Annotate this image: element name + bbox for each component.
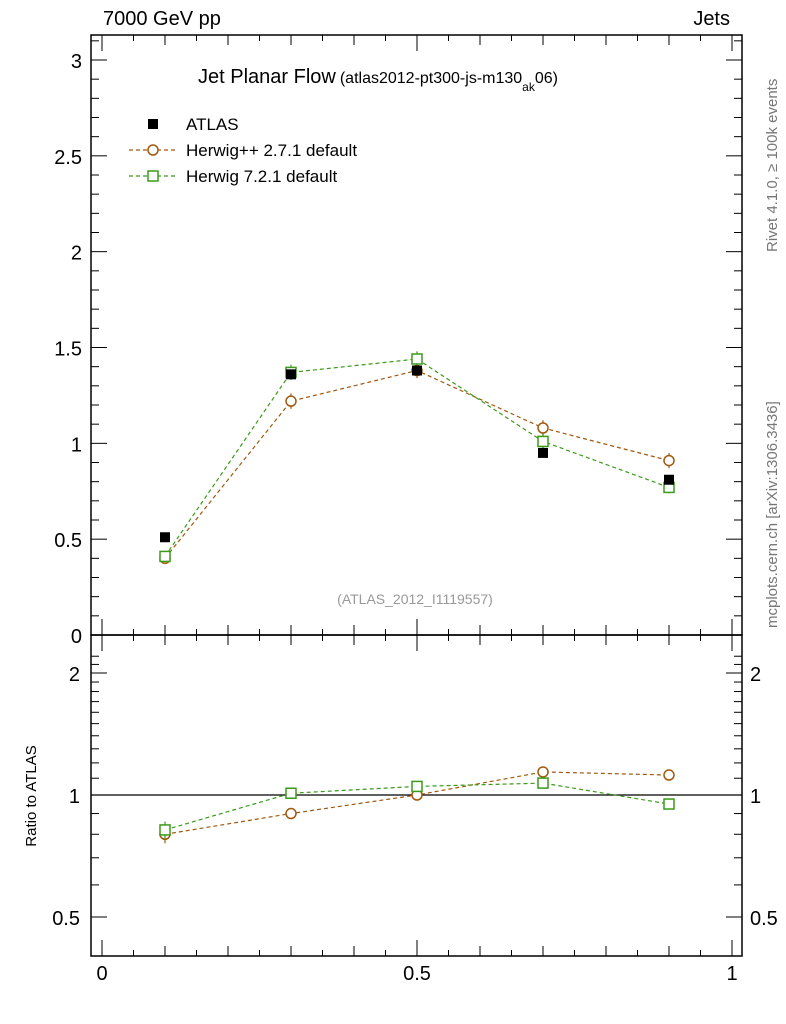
y-tick-label: 3 (71, 51, 82, 73)
ratio-herwig-2-7-1-default-point (537, 766, 549, 778)
legend-label: Herwig++ 2.7.1 default (186, 141, 357, 160)
main-atlas-point (286, 369, 296, 380)
ratio-y-tick-label: 1 (69, 786, 80, 808)
ratio-herwig-7-2-1-default-point (537, 777, 549, 789)
ratio-herwig-7-2-1-default-line (164, 782, 670, 831)
legend-label: Herwig 7.2.1 default (186, 167, 337, 186)
y-tick-label: 0 (71, 626, 82, 648)
main-herwig-7-2-1-default-point (159, 550, 171, 563)
y-tick-label: 2.5 (54, 147, 82, 169)
main-atlas-point (412, 365, 422, 376)
main-atlas-point (538, 447, 548, 458)
main-herwig-2-7-1-default-point (663, 454, 675, 467)
main-herwig-7-2-1-default-point (411, 353, 423, 365)
ratio-axis-label: Ratio to ATLAS (23, 745, 40, 846)
x-tick-label: 0.5 (403, 963, 431, 985)
ratio-y-tick-label: 2 (69, 664, 80, 686)
main-herwig-7-2-1-default-point (537, 435, 549, 448)
ratio-herwig-2-7-1-default-point (285, 807, 297, 820)
legend-marker (148, 119, 158, 129)
main-herwig-2-7-1-default-line (164, 369, 670, 559)
ratio-herwig-7-2-1-default-point (663, 798, 675, 810)
ratio-y-tick-label-right: 2 (750, 664, 761, 686)
ratio-y-tick-label-right: 1 (750, 786, 761, 808)
y-tick-label: 1 (71, 434, 82, 456)
ratio-herwig-7-2-1-default-point (285, 787, 297, 799)
header-right-label: Jets (693, 8, 730, 30)
main-herwig-2-7-1-default-point (285, 395, 297, 407)
chart-title: Jet Planar Flow (atlas2012-pt300-js-m130a… (198, 66, 558, 94)
main-herwig-7-2-1-default-line (164, 358, 670, 557)
y-tick-label: 1.5 (54, 339, 82, 361)
y-tick-label: 2 (71, 243, 82, 265)
ratio-herwig-2-7-1-default-point (663, 769, 675, 781)
legend-label: ATLAS (186, 115, 239, 134)
main-herwig-2-7-1-default-point (537, 422, 549, 434)
legend-marker (147, 170, 159, 182)
ratio-y-tick-label: 0.5 (52, 908, 80, 930)
analysis-watermark: (ATLAS_2012_I1119557) (337, 591, 493, 607)
x-tick-label: 1 (726, 963, 737, 985)
main-atlas-point (160, 532, 170, 543)
y-tick-label: 0.5 (54, 530, 82, 552)
ratio-y-tick-label-right: 0.5 (750, 908, 778, 930)
ratio-herwig-7-2-1-default-point (411, 780, 423, 793)
header-left-label: 7000 GeV pp (103, 8, 221, 30)
main-atlas-point (664, 474, 674, 485)
ratio-herwig-7-2-1-default-point (159, 824, 171, 836)
legend-marker (147, 144, 159, 156)
x-tick-label: 0 (96, 963, 107, 985)
